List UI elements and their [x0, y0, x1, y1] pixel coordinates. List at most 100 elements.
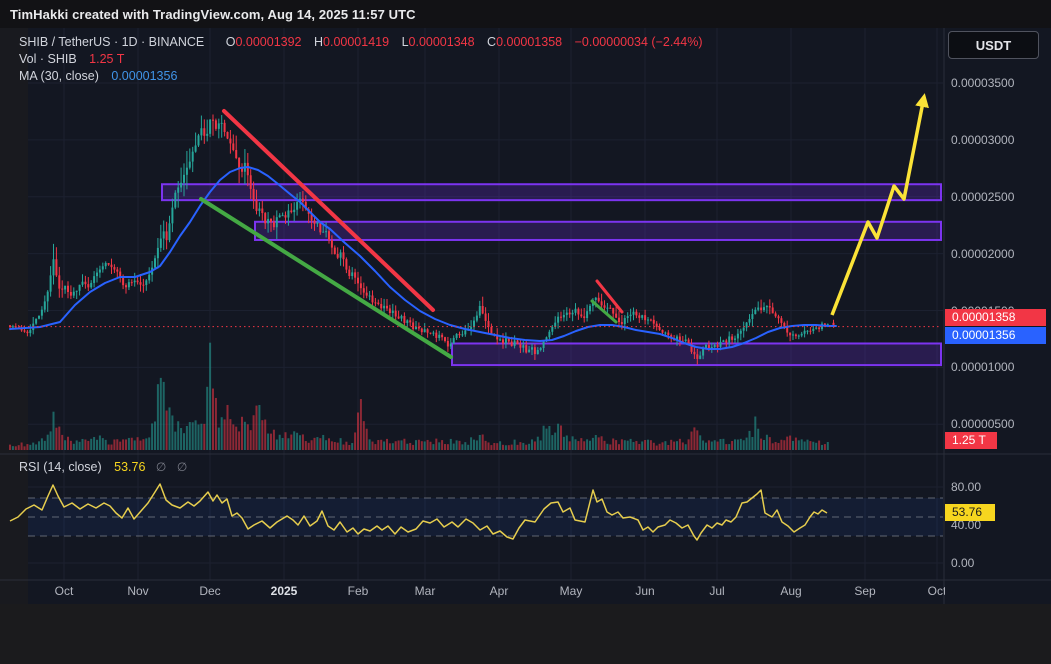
- candle-body: [438, 334, 441, 338]
- volume-bar: [328, 438, 330, 450]
- candle-body: [235, 149, 238, 159]
- currency-toggle-button[interactable]: USDT: [948, 31, 1039, 59]
- volume-bar: [333, 442, 336, 450]
- volume-bar: [507, 445, 510, 450]
- volume-bar: [243, 421, 246, 450]
- candle-body: [200, 128, 203, 136]
- candle-body: [510, 341, 513, 346]
- trendline-major-downtrend-green[interactable]: [199, 197, 453, 359]
- time-tick-label: Dec: [199, 584, 221, 598]
- candle-body: [145, 280, 148, 285]
- candle-body: [658, 327, 661, 330]
- volume-bar: [734, 439, 736, 450]
- volume-bar: [763, 439, 765, 450]
- volume-bar: [522, 442, 525, 450]
- candle-body: [574, 308, 577, 313]
- trendline-minor-wedge-red[interactable]: [595, 279, 624, 314]
- candle-body: [699, 355, 702, 359]
- attribution-text: TimHakki created with TradingView.com, A…: [10, 6, 416, 22]
- candle-body: [409, 320, 412, 323]
- volume-bar: [684, 444, 687, 450]
- time-tick-label: Aug: [780, 584, 802, 598]
- candle-body: [589, 305, 591, 312]
- candle-body: [458, 333, 461, 336]
- ohlc-close-value: 0.00001358: [496, 35, 563, 49]
- volume-bar: [116, 439, 119, 450]
- volume-bar: [771, 443, 774, 450]
- trendline-major-downtrend-red[interactable]: [222, 109, 435, 312]
- volume-bar: [69, 440, 72, 450]
- volume-bar: [455, 440, 458, 450]
- candle-body: [736, 333, 739, 339]
- candle-body: [670, 335, 673, 339]
- candle-body: [768, 306, 771, 308]
- volume-bar: [313, 437, 316, 450]
- volume-bar: [287, 438, 290, 450]
- candle-body: [270, 218, 272, 222]
- candle-body: [551, 326, 554, 332]
- footer-bar: TradingView: [0, 604, 1051, 664]
- volume-bar: [623, 440, 626, 450]
- candle-body: [722, 340, 725, 342]
- candle-body: [316, 222, 319, 224]
- candle-body: [731, 336, 734, 340]
- volume-bar: [241, 416, 243, 450]
- candle-body: [632, 311, 635, 315]
- volume-bar: [296, 432, 299, 450]
- volume-bar: [417, 439, 420, 450]
- volume-bar: [719, 439, 722, 450]
- volume-bar: [226, 404, 229, 450]
- zone-supply-upper[interactable]: [161, 183, 942, 202]
- candle-body: [377, 302, 380, 304]
- volume-bar: [90, 438, 93, 450]
- candle-body: [661, 329, 664, 333]
- volume-bar: [278, 434, 281, 450]
- ohlc-close-label: C: [487, 35, 497, 49]
- candle-body: [107, 263, 110, 265]
- trendline-minor-wedge-green[interactable]: [590, 299, 618, 324]
- candle-body: [84, 281, 87, 285]
- volume-bar: [104, 439, 107, 450]
- candle-body: [130, 282, 133, 284]
- rsi-tick-label: 0.00: [951, 556, 975, 570]
- volume-bar: [742, 440, 745, 450]
- rsi-hide-icon[interactable]: ∅: [155, 460, 167, 474]
- candle-body: [562, 314, 565, 318]
- volume-bar: [339, 438, 342, 450]
- volume-bar: [728, 444, 731, 450]
- projection-arrow[interactable]: [830, 93, 929, 316]
- candle-body: [452, 337, 455, 344]
- candle-body: [78, 284, 81, 291]
- time-tick-label: Jun: [635, 584, 655, 598]
- volume-bar: [284, 432, 287, 450]
- volume-bar: [774, 442, 777, 450]
- volume-bar: [391, 443, 394, 450]
- candle-body: [626, 316, 629, 319]
- volume-bar: [162, 381, 165, 450]
- candle-body: [536, 349, 539, 355]
- candle-body: [40, 309, 43, 316]
- rsi-line: [9, 483, 828, 541]
- volume-bar: [690, 431, 693, 450]
- candle-body: [734, 338, 736, 340]
- candle-body: [388, 308, 391, 314]
- ohlc-open-label: O: [225, 35, 236, 49]
- volume-bar: [423, 441, 426, 450]
- volume-bar: [113, 439, 116, 450]
- candle-body: [386, 305, 388, 309]
- volume-bar: [493, 442, 496, 450]
- volume-bar: [107, 444, 110, 450]
- candle-body: [362, 288, 365, 293]
- rsi-settings-icon[interactable]: ∅: [176, 460, 188, 474]
- volume-bar: [206, 386, 209, 450]
- candle-body: [786, 326, 789, 333]
- candle-body: [96, 272, 98, 277]
- volume-bar: [568, 441, 571, 450]
- candle-body: [415, 326, 417, 330]
- time-axis[interactable]: Oct Nov Dec 2025 Feb Mar Apr May Jun Jul Aug Sep Oct: [0, 580, 945, 604]
- candle-body: [183, 174, 185, 183]
- symbol-title[interactable]: SHIB / TetherUS · 1D · BINANCE: [19, 35, 205, 49]
- candle-body: [455, 333, 458, 338]
- candle-body: [644, 315, 647, 321]
